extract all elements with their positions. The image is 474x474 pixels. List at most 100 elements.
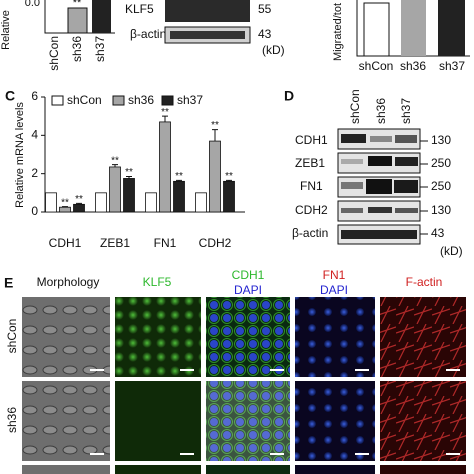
- x-tick-label: ZEB1: [100, 236, 130, 250]
- band-label: CDH2: [295, 203, 328, 217]
- x-tick-label: CDH2: [199, 236, 232, 250]
- bar: [209, 140, 221, 213]
- panel-letter: E: [4, 275, 13, 291]
- category-label: shCon: [47, 36, 61, 71]
- column-header: Morphology: [37, 275, 100, 289]
- y-tick-label: 6: [31, 89, 38, 103]
- blot-band: [170, 31, 245, 39]
- bar: [438, 0, 465, 56]
- significance: **: [211, 120, 219, 131]
- y-label: Migrated/tot: [332, 3, 344, 61]
- kd-label: 130: [431, 203, 451, 217]
- category-label: sh37: [93, 36, 107, 62]
- legend-swatch: [161, 95, 174, 106]
- legend-label: shCon: [67, 93, 102, 107]
- band-label: FN1: [300, 179, 323, 193]
- kd-label: 250: [431, 156, 451, 170]
- y-tick-label: 2: [31, 166, 38, 180]
- significance: **: [161, 107, 169, 118]
- column-header: CDH1: [232, 268, 265, 282]
- significance: **: [61, 197, 69, 208]
- bar: [95, 192, 107, 213]
- category-label: sh36: [400, 59, 426, 73]
- kd-label: 250: [431, 179, 451, 193]
- significance: **: [125, 167, 133, 178]
- panel-letter: D: [284, 88, 294, 104]
- bar: [73, 203, 85, 213]
- bar: [159, 121, 171, 213]
- micrographs: [22, 297, 466, 474]
- error-bar: [162, 115, 168, 122]
- sample-label: shCon: [348, 89, 362, 124]
- error-bar: [112, 164, 118, 167]
- column-header: F-actin: [406, 275, 443, 289]
- significance: **: [225, 171, 233, 182]
- blot-band: [165, 0, 250, 22]
- error-bar: [226, 179, 232, 182]
- error-bar: [126, 176, 132, 179]
- y-tick-label: 4: [31, 128, 38, 142]
- kd-ticks: [420, 140, 428, 235]
- category-label: sh36: [70, 36, 84, 62]
- category-label: shCon: [359, 59, 394, 73]
- panel-d: D shCon sh36 sh37 CDH1 ZEB1 FN1 CDH2 β-a…: [284, 88, 463, 258]
- band-label: KLF5: [125, 2, 154, 16]
- y-tick-label: 0.0: [25, 0, 40, 9]
- column-header: DAPI: [234, 283, 262, 297]
- y-tick-label: 0: [31, 204, 38, 218]
- band-label: ZEB1: [295, 156, 325, 170]
- band-label: CDH1: [295, 133, 328, 147]
- sample-label: sh37: [399, 98, 413, 124]
- bar: [145, 192, 157, 213]
- panel-c: C Relative mRNA levels 0 2 4 6 shCon sh36 sh37…: [5, 88, 245, 250]
- panel-a: Relative 0.0 ** shCon sh36 sh37: [0, 0, 115, 71]
- kd-label: 43: [431, 226, 445, 240]
- panel-letter: C: [5, 88, 15, 104]
- bar: [401, 0, 426, 56]
- legend-swatch: [51, 95, 64, 106]
- y-label: Relative mRNA levels: [14, 102, 26, 208]
- bar: [67, 7, 88, 34]
- sample-label: sh36: [374, 98, 388, 124]
- unit-label: (kD): [440, 244, 463, 258]
- bar: [173, 180, 185, 213]
- error-bar: [176, 179, 182, 182]
- legend-label: sh37: [177, 93, 203, 107]
- column-header: DAPI: [320, 283, 348, 297]
- column-header: KLF5: [143, 275, 172, 289]
- legend-label: sh36: [128, 93, 154, 107]
- significance: **: [175, 171, 183, 182]
- bar: [123, 178, 135, 213]
- band-label: β-actin: [292, 226, 328, 240]
- bar: [223, 180, 235, 213]
- blot: [337, 128, 421, 245]
- unit-label: (kD): [262, 43, 285, 57]
- x-tick-label: CDH1: [49, 236, 82, 250]
- axis: [44, 0, 115, 34]
- panel-e: E Morphology KLF5 CDH1 DAPI FN1 DAPI F-a…: [4, 268, 466, 474]
- bar: [363, 2, 390, 57]
- kd-label: 55: [258, 2, 272, 16]
- y-label: Relative: [0, 10, 12, 50]
- kd-label: 43: [258, 27, 272, 41]
- significance: **: [111, 155, 119, 166]
- bar: [109, 166, 121, 213]
- axis: [356, 0, 470, 57]
- row-label: sh36: [5, 407, 19, 433]
- significance: **: [75, 194, 83, 205]
- significance: **: [73, 0, 82, 9]
- error-bar: [76, 202, 82, 205]
- kd-label: 130: [431, 133, 451, 147]
- bar: [195, 192, 207, 213]
- error-bar: [212, 129, 218, 142]
- error-bar: [62, 206, 68, 208]
- panel-b-chart: Migrated/tot shCon sh36 sh37: [332, 0, 470, 73]
- row-label: shCon: [5, 319, 19, 354]
- panel-b-blot: KLF5 β-actin 55 43 (kD): [125, 0, 285, 57]
- bar: [45, 192, 57, 213]
- band-label: β-actin: [130, 27, 166, 41]
- bar: [92, 0, 111, 33]
- legend-swatch: [112, 95, 125, 106]
- category-label: sh37: [439, 59, 465, 73]
